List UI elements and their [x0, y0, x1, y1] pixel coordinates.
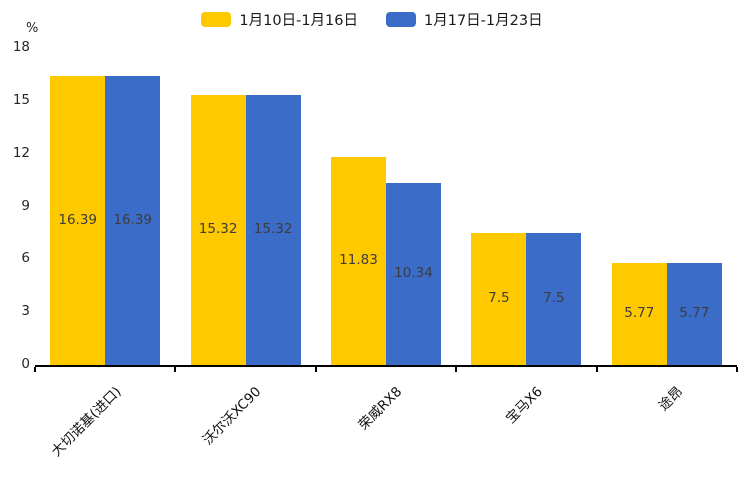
bar-value-label: 16.39 [113, 211, 153, 228]
x-axis-category-label: 宝马X6 [502, 383, 546, 427]
x-axis-category-label: 沃尔沃XC90 [200, 383, 265, 449]
bar-value-label: 11.83 [339, 251, 378, 268]
bar-series-1-荣威RX8 [331, 156, 386, 365]
x-axis-tick [455, 367, 458, 372]
bar-series-2-荣威RX8 [386, 182, 441, 365]
y-axis-tick-label: 6 [21, 250, 30, 267]
bar-series-2-大切诺基(进口) [105, 76, 161, 365]
bar-value-label: 10.34 [394, 264, 433, 281]
bar-value-label: 7.5 [488, 289, 510, 306]
legend-swatch-blue [386, 12, 416, 27]
x-axis-tick [174, 367, 177, 372]
x-axis-line [35, 365, 737, 367]
x-axis-tick [736, 367, 738, 372]
legend-item-series-2[interactable]: 1月17日-1月23日 [386, 9, 543, 30]
bar-value-label: 16.39 [58, 211, 98, 228]
y-axis-tick-label: 15 [12, 91, 30, 108]
bar-series-2-宝马X6 [526, 232, 582, 365]
x-axis-tick [34, 367, 36, 372]
bar-value-label: 5.77 [679, 305, 710, 322]
bar-series-2-途昂 [666, 263, 722, 365]
x-axis-tick [595, 367, 598, 372]
x-axis-category-label: 荣威RX8 [355, 383, 406, 434]
bar-series-1-途昂 [611, 263, 667, 365]
x-axis-tick [314, 367, 317, 372]
bar-value-label: 15.32 [253, 221, 293, 238]
bar-value-label: 7.5 [543, 289, 565, 306]
bar-series-1-宝马X6 [471, 232, 527, 365]
y-axis-tick-label: 9 [21, 197, 30, 214]
x-axis-category-label: 大切诺基(进口) [48, 383, 125, 460]
bar-value-label: 5.77 [624, 305, 655, 322]
legend-label-series-2: 1月17日-1月23日 [424, 13, 543, 29]
bar-series-1-沃尔沃XC90 [190, 95, 246, 365]
legend-item-series-1[interactable]: 1月10日-1月16日 [201, 9, 358, 30]
y-axis-tick-label: 0 [21, 356, 30, 372]
x-axis-category-label: 途昂 [655, 383, 686, 415]
bar-series-1-大切诺基(进口) [50, 76, 106, 365]
y-axis-tick-label: 12 [12, 144, 30, 161]
bar-value-label: 15.32 [198, 221, 238, 238]
chart-legend: 1月10日-1月16日 1月17日-1月23日 [0, 9, 744, 30]
y-axis-tick-label: 18 [12, 39, 30, 55]
bar-series-2-沃尔沃XC90 [245, 95, 301, 365]
y-axis-tick-label: 3 [21, 303, 30, 320]
y-axis-unit-label: % [26, 21, 39, 36]
legend-swatch-yellow [201, 12, 232, 27]
legend-label-series-1: 1月10日-1月16日 [239, 13, 358, 29]
